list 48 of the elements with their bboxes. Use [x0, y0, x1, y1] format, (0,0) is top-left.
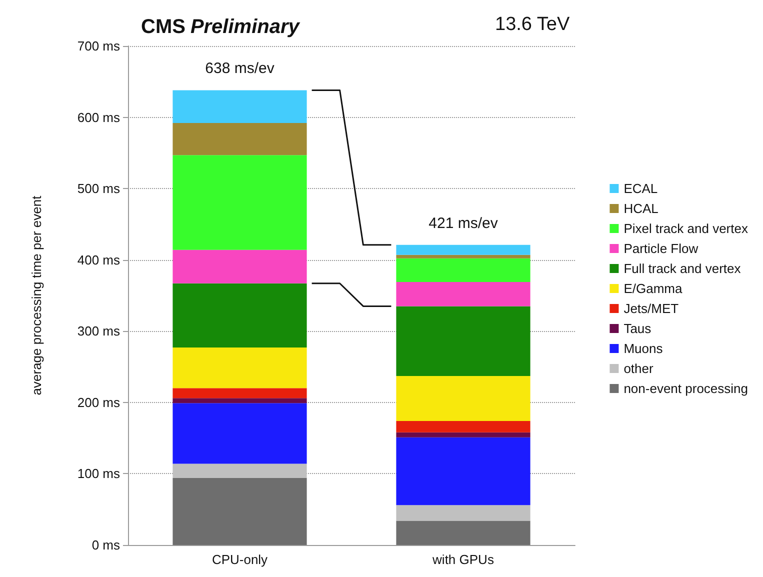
bar: [396, 437, 530, 506]
bar: [396, 505, 530, 521]
legend-label: Jets/MET: [624, 301, 679, 316]
y-tick-label: 0 ms: [92, 538, 120, 552]
y-axis-title: average processing time per event: [29, 195, 44, 396]
legend-label: Particle Flow: [624, 241, 699, 256]
text: 13.6 TeV: [495, 14, 570, 35]
legend-label: Muons: [624, 341, 664, 356]
y-tick-label: 500 ms: [77, 181, 120, 196]
bar: [396, 376, 530, 421]
legend-label: HCAL: [624, 201, 658, 216]
y-tick-label: 100 ms: [77, 466, 120, 482]
total-label: 421 ms/ev: [428, 214, 498, 232]
y-tick-label: 600 ms: [77, 110, 120, 125]
bar: [396, 432, 530, 438]
y-tick-label: 200 ms: [77, 394, 120, 410]
total-label: 638 ms/ev: [205, 60, 275, 78]
bar: [396, 258, 530, 282]
bar: [172, 283, 307, 348]
bar: [172, 478, 307, 545]
bar: [172, 348, 307, 388]
y-tick-label: 700 ms: [77, 38, 120, 54]
y-tick-label: 300 ms: [77, 324, 120, 339]
legend-label: other: [624, 361, 654, 376]
bar: [172, 90, 307, 123]
bar: [172, 398, 307, 404]
y-tick-label: 400 ms: [77, 252, 120, 268]
bar: [172, 388, 307, 398]
bar: [172, 464, 307, 478]
legend-label: Full track and vertex: [624, 261, 742, 276]
bar: [396, 244, 530, 255]
x-tick-label: with GPUs: [432, 552, 494, 567]
bar: [396, 254, 530, 258]
chart-title: CMS Preliminary: [141, 16, 300, 38]
bar: [172, 155, 307, 250]
bar: [396, 306, 530, 376]
bar: [396, 520, 530, 545]
legend-label: E/Gamma: [624, 281, 683, 296]
legend-label: Taus: [624, 321, 652, 336]
bar: [396, 282, 530, 306]
x-tick-label: CPU-only: [212, 552, 268, 567]
bar: [172, 122, 307, 156]
bar: [396, 420, 530, 432]
legend-label: ECAL: [624, 181, 658, 196]
legend-label: Pixel track and vertex: [624, 221, 748, 236]
legend-label: non-event processing: [624, 381, 748, 396]
bar: [172, 250, 307, 284]
bar: [172, 403, 307, 464]
